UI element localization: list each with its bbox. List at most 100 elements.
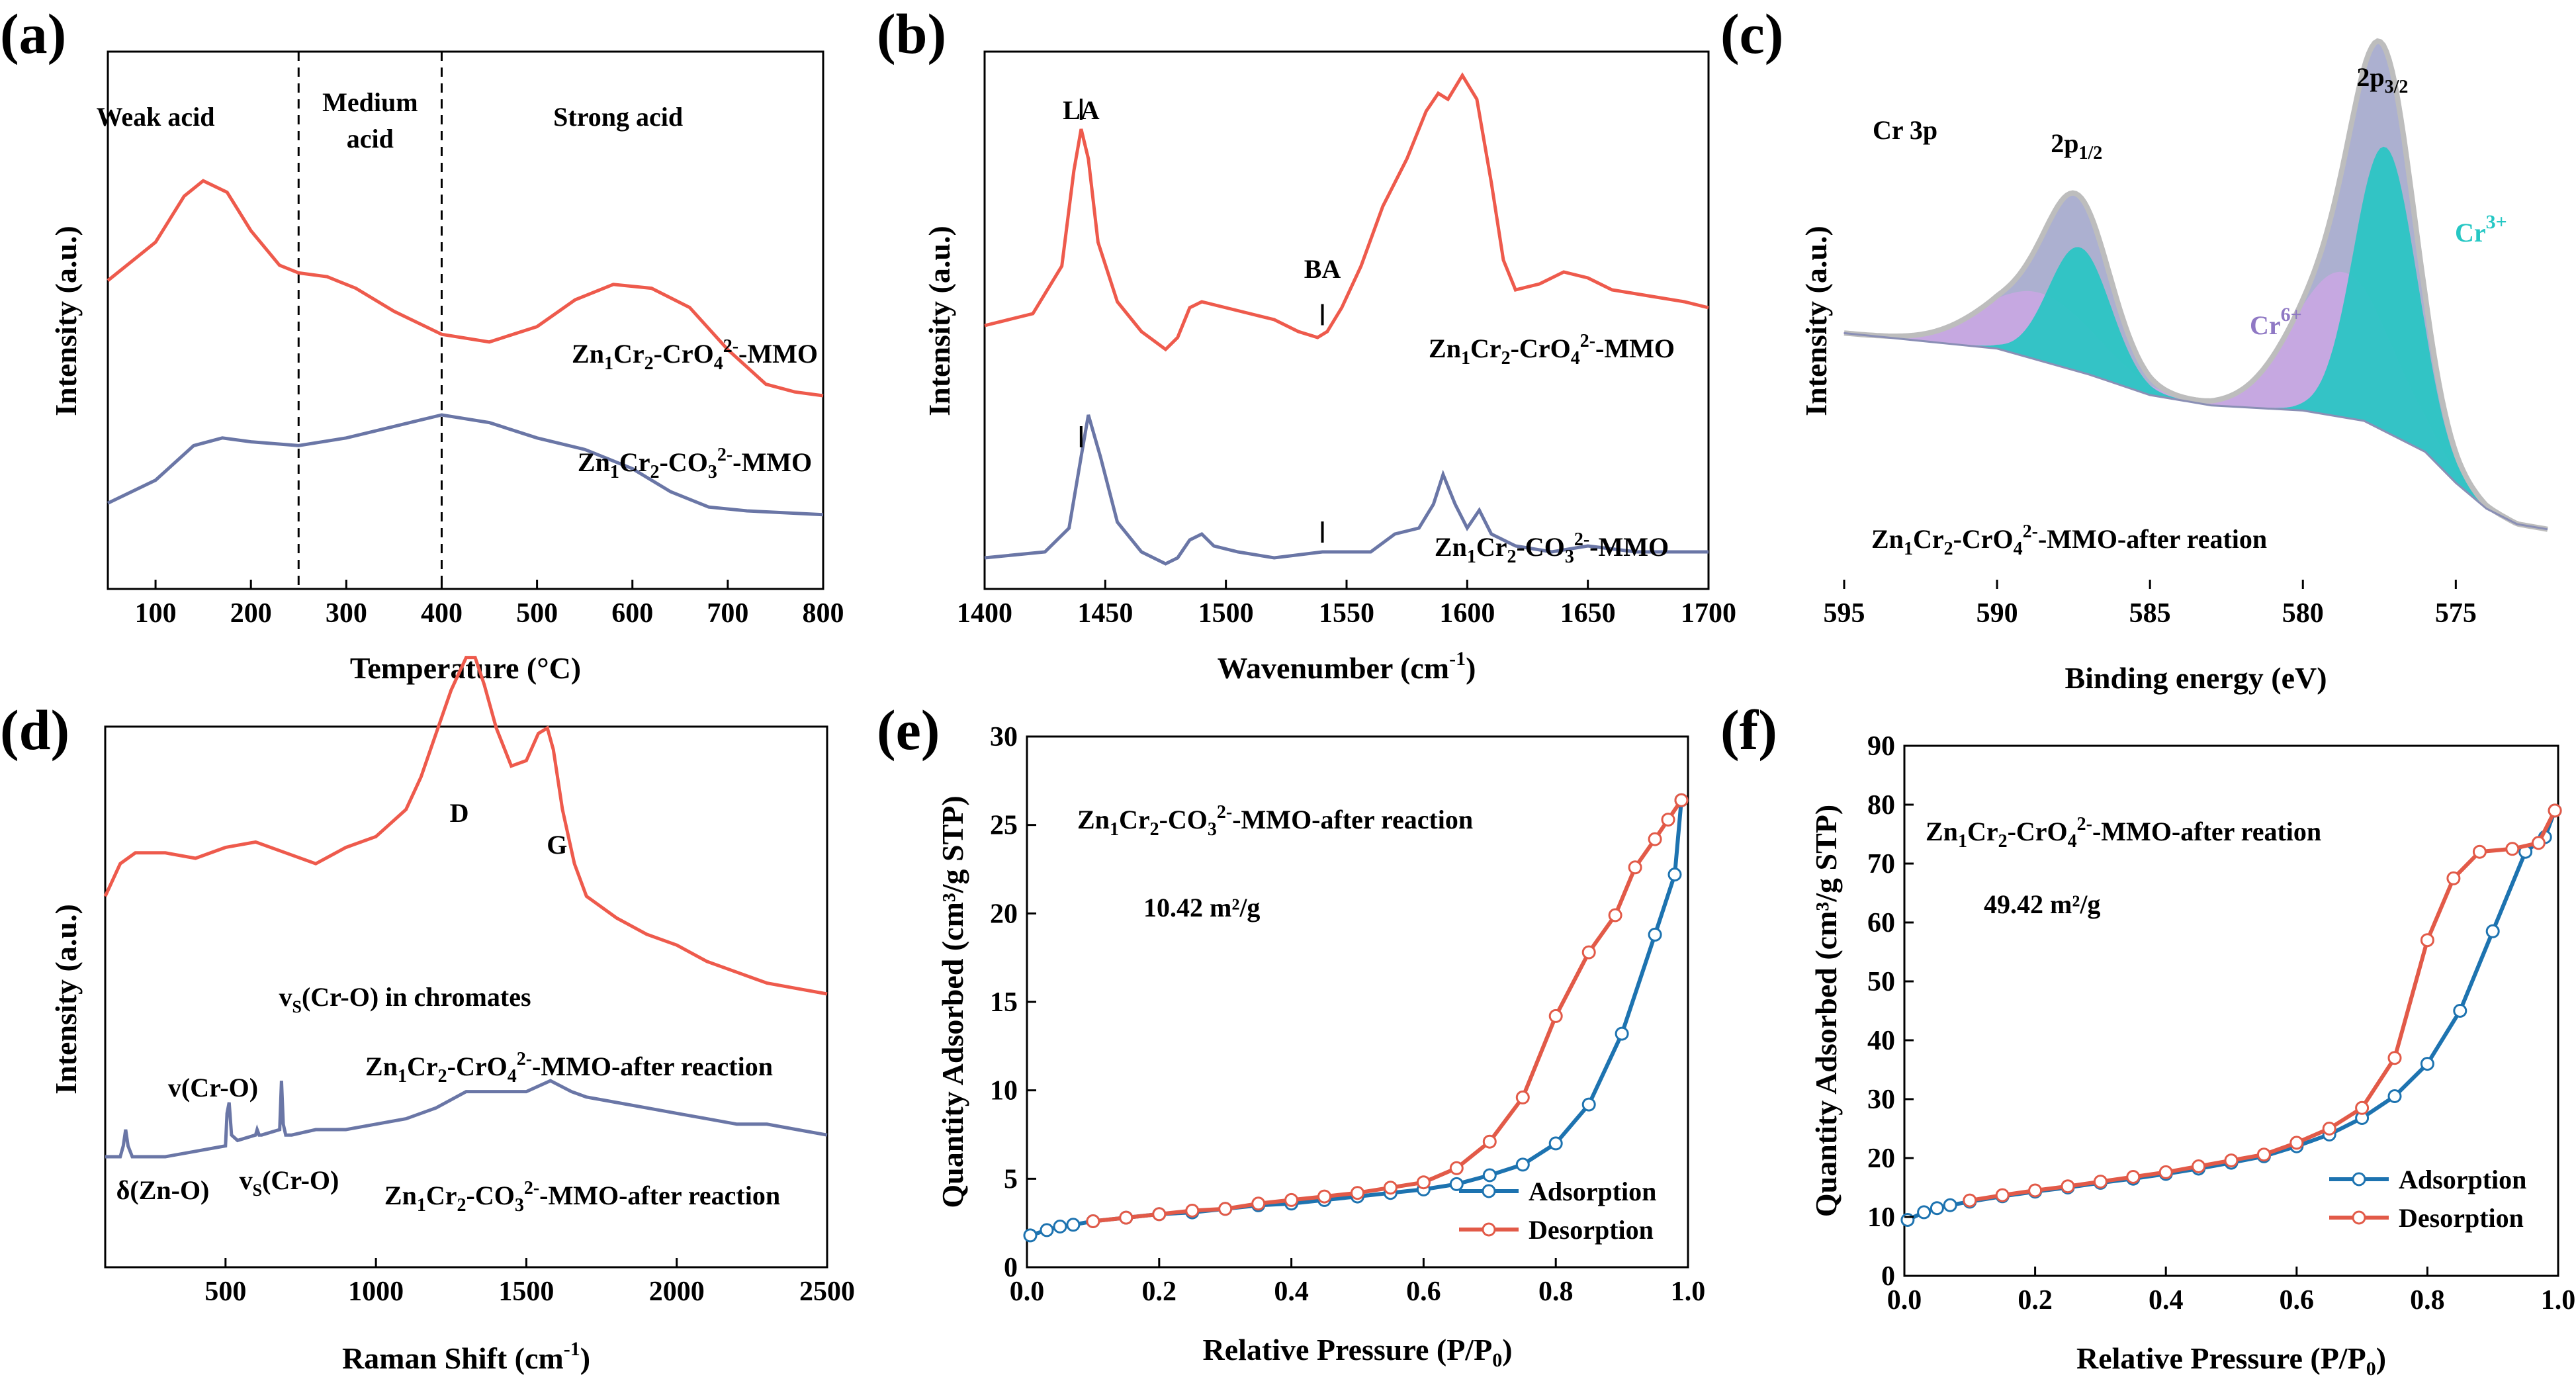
y-tick-label: 70 [1867, 849, 1895, 879]
desorption-point [1648, 832, 1662, 846]
desorption-point [1086, 1214, 1100, 1228]
text-span: 2 [1944, 539, 1953, 559]
adsorption-point [1515, 1157, 1530, 1172]
peak-label: 2p3/2 [2356, 62, 2408, 97]
text-span: -MMO-after reation [2038, 524, 2267, 554]
text-span: 2p [2051, 128, 2078, 158]
peak-label-d: D [450, 798, 469, 828]
text-span: -CrO [654, 339, 714, 369]
y-tick-label: 15 [990, 987, 1018, 1018]
sample-label: Zn1Cr2-CO32--MMO-after reaction [1077, 802, 1473, 840]
state-label-cr3: Cr3+ [2455, 211, 2507, 247]
x-tick-label: 0.4 [1274, 1277, 1309, 1307]
y-tick-label: 80 [1867, 790, 1895, 821]
series-label: Zn1Cr2-CO32--MMO-after reaction [384, 1178, 780, 1216]
text-span: -MMO [738, 339, 818, 369]
text-span: -MMO [1595, 334, 1675, 363]
y-axis-label: Intensity (a.u.) [922, 226, 956, 416]
envelope-line [1843, 38, 2548, 532]
text-span: 4 [2014, 539, 2023, 559]
desorption-point [2420, 933, 2434, 948]
text-span: Cr [1476, 532, 1507, 562]
panel-label: (f) [1720, 698, 1777, 762]
desorption-point [2531, 836, 2546, 850]
adsorption-point [1053, 1220, 1067, 1233]
annotation: vS(Cr-O) in chromates [279, 982, 531, 1016]
x-tick-label: 0.6 [2280, 1285, 2315, 1316]
text-span: ) [580, 1341, 590, 1375]
desorption-point [1317, 1189, 1331, 1204]
x-tick-label: 0.6 [1406, 1277, 1441, 1307]
y-tick-label: 0 [1881, 1261, 1895, 1292]
text-span: 2- [524, 1178, 539, 1198]
text-span: ) [1466, 651, 1476, 685]
desorption-point [1284, 1192, 1299, 1207]
adsorption-point [2387, 1089, 2402, 1103]
series-label: Zn1Cr2-CO32--MMO [578, 445, 812, 482]
text-span: 2p [2356, 62, 2384, 92]
text-span: -MMO [733, 447, 812, 477]
text-span: Cr [1913, 524, 1944, 554]
peak-label: 2p1/2 [2051, 128, 2102, 163]
desorption-point [2289, 1136, 2304, 1150]
x-tick-label: 1500 [498, 1277, 554, 1307]
text-span: -CrO [2008, 817, 2068, 846]
series-label: Zn1Cr2-CrO42--MMO [572, 336, 818, 374]
legend-marker [2352, 1210, 2366, 1225]
annotation: v(Cr-O) [168, 1073, 258, 1102]
text-span: -MMO-after reaction [1232, 805, 1473, 834]
text-span: Zn [365, 1052, 398, 1081]
x-tick-label: 500 [516, 598, 558, 629]
text-span: Zn [384, 1181, 417, 1210]
series-line-1 [984, 414, 1709, 566]
desorption-point [2061, 1179, 2075, 1194]
text-span: 2 [1501, 348, 1511, 369]
desorption-point [2505, 842, 2520, 856]
y-tick-label: 90 [1867, 731, 1895, 762]
y-axis-label: Intensity (a.u.) [49, 904, 83, 1095]
x-tick-label: 600 [611, 598, 653, 629]
adsorption-point [1943, 1198, 1957, 1212]
region-label: acid [347, 124, 394, 154]
x-tick-label: 1000 [348, 1277, 404, 1307]
x-tick-label: 300 [326, 598, 367, 629]
y-tick-label: 40 [1867, 1026, 1895, 1056]
annotation: δ(Zn-O) [116, 1175, 210, 1205]
adsorption-point [2485, 924, 2500, 938]
surface-area: 49.42 m²/g [1984, 889, 2100, 919]
text-span: 3/2 [2385, 77, 2409, 97]
series-line-0 [984, 72, 1709, 352]
region-label: Medium [322, 87, 418, 117]
text-span: Relative Pressure (P/P [2076, 1341, 2366, 1375]
text-span: 2- [717, 445, 733, 465]
desorption-point [1351, 1186, 1364, 1200]
text-span: 1 [1467, 547, 1476, 567]
y-tick-label: 25 [990, 811, 1018, 841]
text-span: 4 [714, 353, 723, 374]
text-span: Binding energy (eV) [2065, 661, 2327, 695]
adsorption-line [1030, 799, 1683, 1237]
plot-frame [104, 725, 828, 1269]
adsorption-point [1066, 1218, 1081, 1232]
legend-label: Adsorption [2399, 1165, 2526, 1194]
text-span: 1 [1904, 539, 1913, 559]
text-span: 2 [438, 1066, 447, 1087]
x-tick-label: 1500 [1198, 598, 1254, 629]
text-span: 2- [1580, 331, 1595, 351]
text-span: 1 [398, 1066, 407, 1087]
text-span: Zn [1926, 817, 1958, 846]
x-tick-label: 585 [2129, 598, 2171, 629]
y-tick-label: 20 [1867, 1143, 1895, 1174]
x-tick-label: 1550 [1319, 598, 1374, 629]
x-tick-label: 0.8 [2410, 1285, 2445, 1316]
text-span: 3 [515, 1195, 524, 1216]
text-span: 1/2 [2078, 143, 2102, 163]
series-line-1 [105, 1079, 828, 1159]
text-span: 3 [1565, 547, 1574, 567]
desorption-point [1383, 1181, 1398, 1195]
text-span: -MMO [1589, 532, 1669, 562]
desorption-point [1482, 1134, 1497, 1149]
text-span: 2 [457, 1195, 466, 1216]
y-tick-label: 30 [1867, 1085, 1895, 1115]
series-line-1 [107, 413, 824, 517]
